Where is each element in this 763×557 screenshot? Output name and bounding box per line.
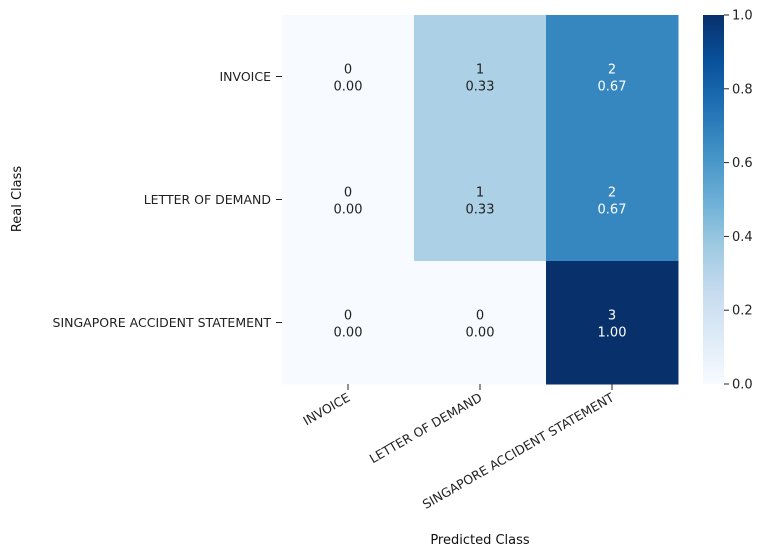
heatmap-cell xyxy=(414,261,547,385)
heatmap-cell xyxy=(282,261,415,385)
heatmap-cell xyxy=(282,15,415,139)
cell-rate-label: 0.67 xyxy=(598,80,627,95)
cell-rate-label: 1.00 xyxy=(598,326,627,341)
colorbar-tick-label: 0.2 xyxy=(732,304,753,319)
heatmap-cell xyxy=(282,138,415,262)
x-axis-label: Predicted Class xyxy=(430,533,530,548)
x-tick-label: INVOICE xyxy=(300,390,352,429)
cell-rate-label: 0.00 xyxy=(334,203,363,218)
colorbar-gradient xyxy=(703,15,724,384)
colorbar-tick-label: 0.8 xyxy=(732,82,753,97)
y-tick-label: SINGAPORE ACCIDENT STATEMENT xyxy=(53,315,272,330)
cell-count-label: 2 xyxy=(608,63,616,78)
y-axis-ticks: INVOICE LETTER OF DEMAND SINGAPORE ACCIDEN… xyxy=(53,69,282,330)
y-tick-label: LETTER OF DEMAND xyxy=(144,192,271,207)
cell-rate-label: 0.00 xyxy=(334,326,363,341)
colorbar-tick-label: 0.6 xyxy=(732,156,753,171)
cell-count-label: 2 xyxy=(608,186,616,201)
colorbar-tick-label: 1.0 xyxy=(732,9,753,24)
cell-rate-label: 0.00 xyxy=(466,326,495,341)
cell-count-label: 0 xyxy=(476,309,484,324)
heatmap-cell xyxy=(414,138,547,262)
heatmap-cell xyxy=(546,15,679,139)
x-tick-label: LETTER OF DEMAND xyxy=(367,390,485,467)
cell-rate-label: 0.67 xyxy=(598,203,627,218)
cell-count-label: 0 xyxy=(344,186,352,201)
colorbar-tick-label: 0.4 xyxy=(732,230,753,245)
cell-count-label: 1 xyxy=(476,63,484,78)
heatmap-cell xyxy=(414,15,547,139)
y-axis-label: Real Class xyxy=(10,166,25,233)
cell-rate-label: 0.33 xyxy=(466,203,495,218)
cell-rate-label: 0.33 xyxy=(466,80,495,95)
cell-rate-label: 0.00 xyxy=(334,80,363,95)
colorbar-ticks: 0.0 0.2 0.4 0.6 0.8 1.0 xyxy=(724,9,753,393)
cell-count-label: 3 xyxy=(608,309,616,324)
cell-count-label: 1 xyxy=(476,186,484,201)
cell-count-label: 0 xyxy=(344,309,352,324)
heatmap-cells: 0 0.00 1 0.33 2 0.67 0 0.00 1 0.33 2 0.67 0 0.00 0 0.00… xyxy=(282,15,679,385)
cell-count-label: 0 xyxy=(344,63,352,78)
colorbar: 0.0 0.2 0.4 0.6 0.8 1.0 xyxy=(703,9,753,393)
heatmap-cell xyxy=(546,138,679,262)
y-tick-label: INVOICE xyxy=(219,69,271,84)
heatmap-cell xyxy=(546,261,679,385)
colorbar-tick-label: 0.0 xyxy=(732,378,753,393)
